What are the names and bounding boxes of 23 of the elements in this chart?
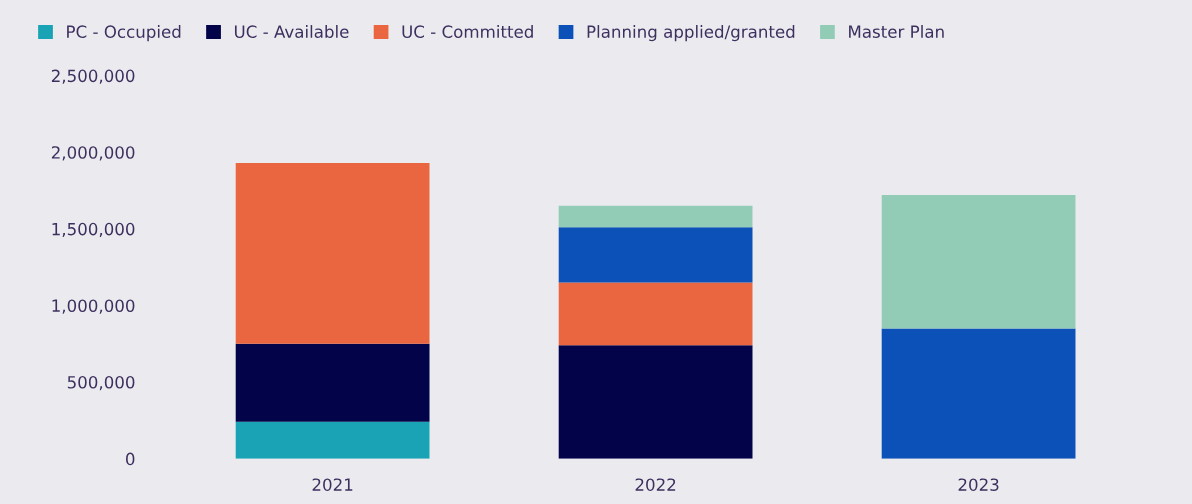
y-tick-label: 1,000,000 [52, 299, 135, 314]
y-tick-label: 1,500,000 [52, 222, 135, 238]
bar [235, 162, 430, 344]
x-tick-label: 2022 [635, 478, 676, 491]
bar [235, 421, 430, 459]
y-tick-label: 2,500,000 [51, 69, 135, 84]
legend-label: UC - Available [234, 25, 349, 38]
bar [558, 227, 753, 283]
bar [558, 282, 753, 346]
x-tick-label: 2023 [958, 478, 999, 491]
y-tick-label: 500,000 [67, 375, 135, 391]
legend-label: PC - Occupied [67, 25, 181, 42]
y-tick-label: 2,000,000 [51, 146, 135, 161]
y-tick-label: 0 [126, 452, 135, 466]
bar [881, 195, 1076, 329]
bar [558, 205, 753, 228]
bar [235, 343, 430, 422]
legend-label: Planning applied/granted [587, 25, 795, 42]
x-tick-label: 2021 [312, 478, 353, 491]
legend-label: UC - Committed [402, 25, 533, 38]
bar [558, 345, 753, 459]
legend-label: Master Plan [849, 25, 944, 38]
bar [881, 328, 1076, 459]
